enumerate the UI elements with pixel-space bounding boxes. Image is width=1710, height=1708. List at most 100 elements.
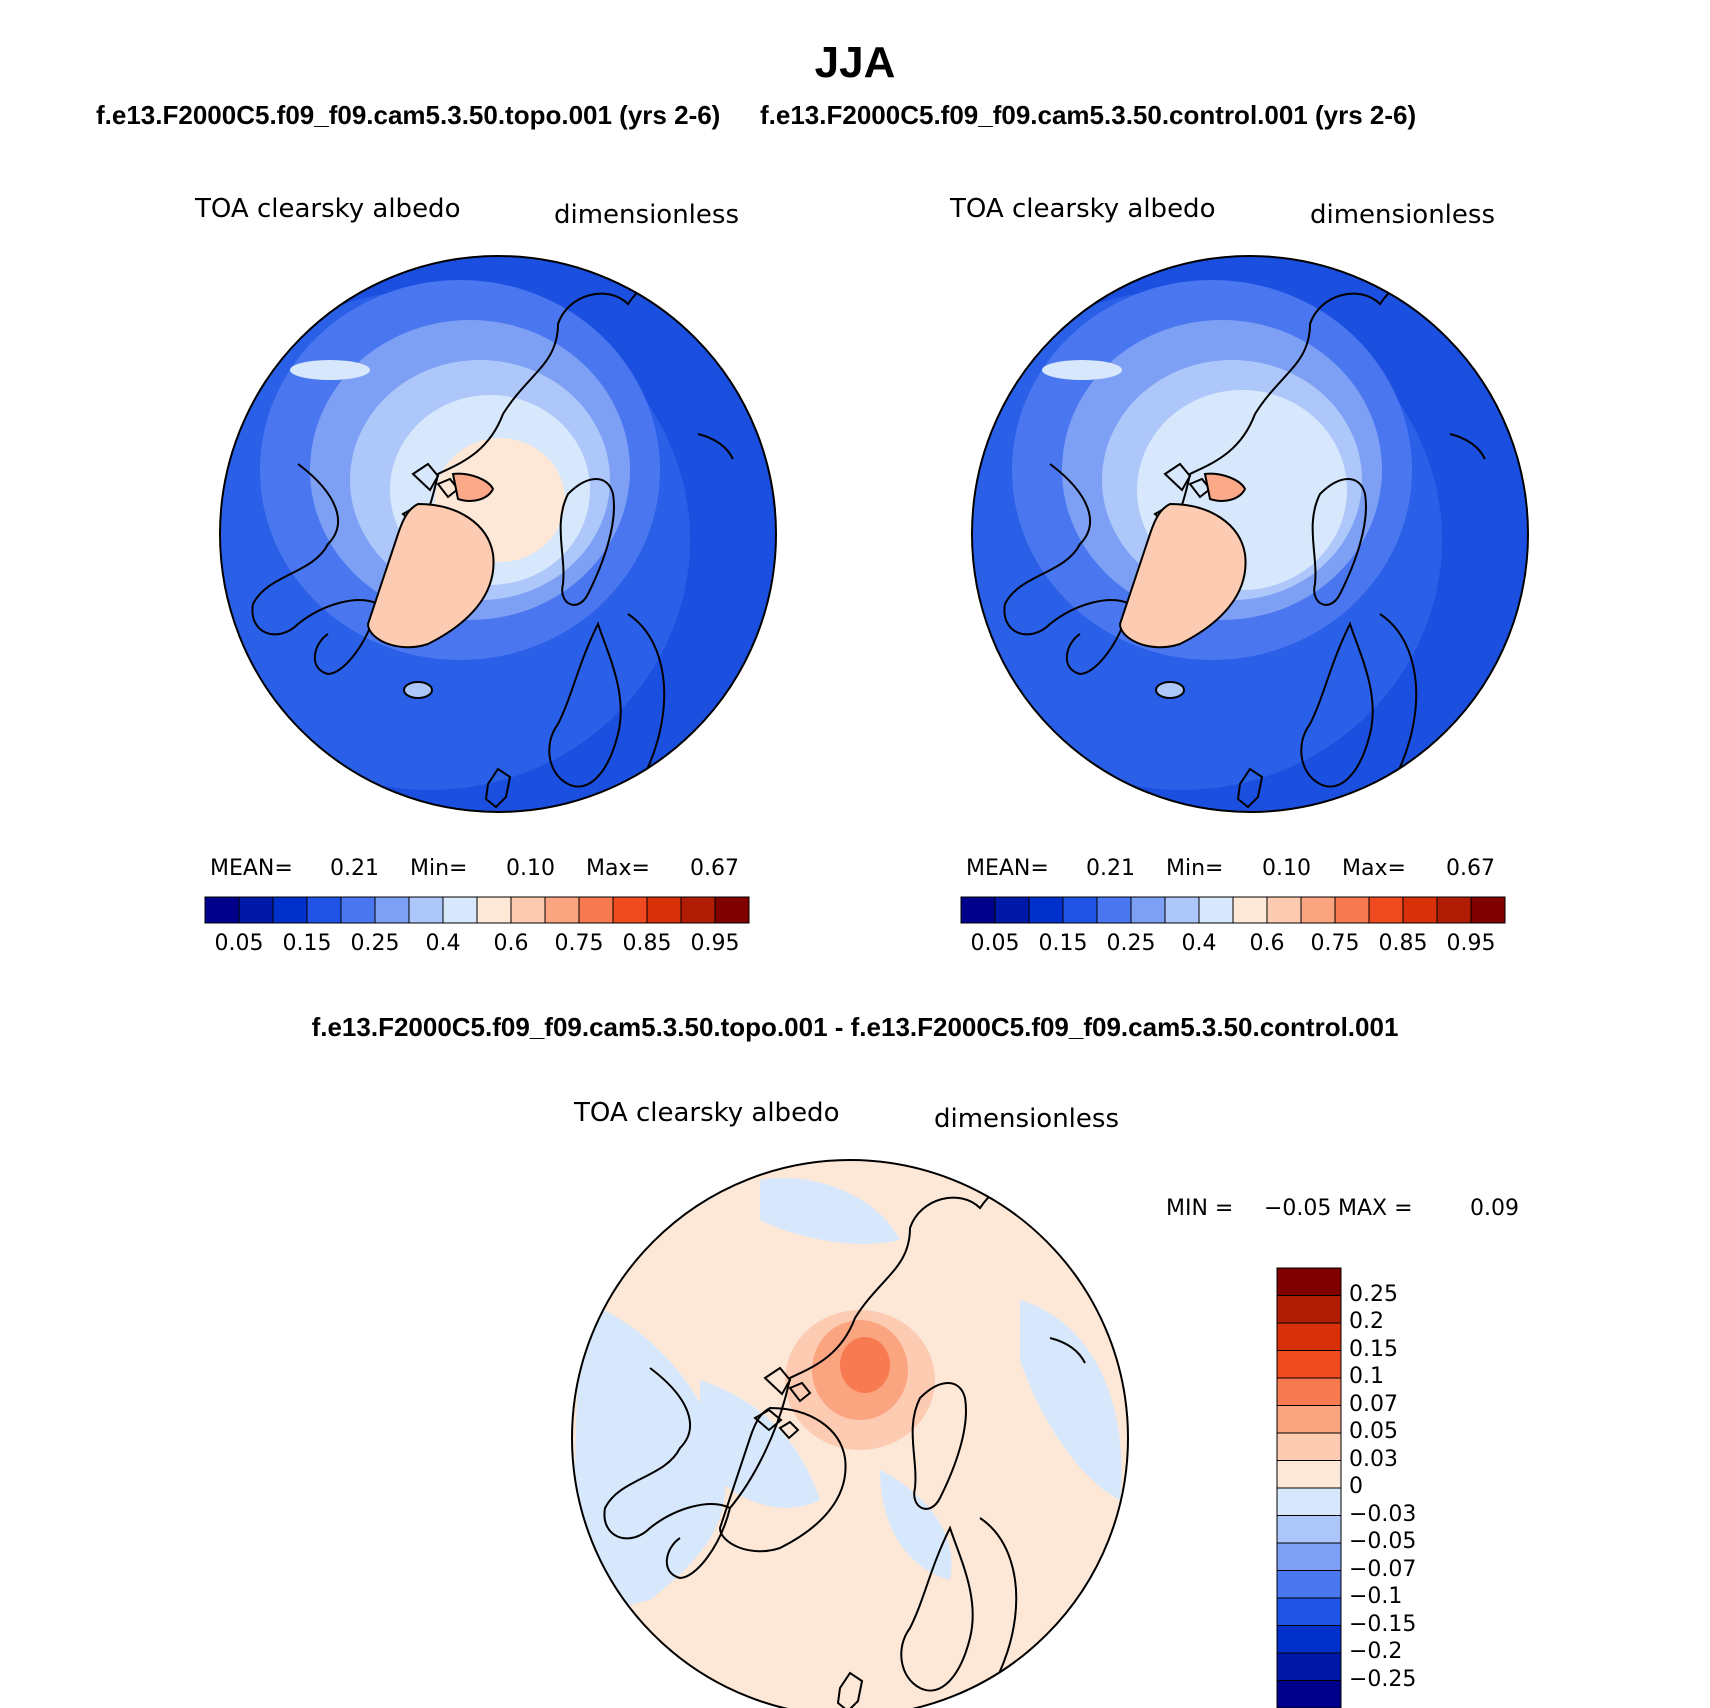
colorbar-diff-tick-label: −0.1: [1349, 1584, 1403, 1609]
colorbar-diff-swatch: [1276, 1350, 1342, 1379]
left-mean-label: MEAN=: [210, 856, 293, 881]
colorbar-right-swatch: [1368, 896, 1404, 924]
map-diff: [572, 1160, 1128, 1708]
colorbar-right-tick-label: 0.95: [1446, 931, 1496, 956]
diff-min-value: −0.05: [1264, 1196, 1332, 1221]
colorbar-right-tick-label: 0.75: [1310, 931, 1360, 956]
colorbar-diff-swatch: [1276, 1432, 1342, 1461]
map-left-border: [219, 255, 777, 813]
colorbar-diff-tick-label: −0.2: [1349, 1639, 1403, 1664]
map-right: [972, 256, 1528, 812]
colorbar-left-tick-label: 0.05: [214, 931, 264, 956]
colorbar-right-swatch: [1300, 896, 1336, 924]
colorbar-diff-tick-label: −0.03: [1349, 1501, 1417, 1527]
colorbar-diff-swatch: [1276, 1625, 1342, 1654]
colorbar-right-swatch: [1198, 896, 1234, 924]
left-mean-value: 0.21: [330, 856, 379, 881]
colorbar-left-swatch: [680, 896, 716, 924]
colorbar-left: [204, 896, 750, 924]
left-min-label: Min=: [410, 856, 468, 881]
colorbar-right-swatch: [960, 896, 996, 924]
colorbar-left-swatch: [510, 896, 546, 924]
right-mean-label: MEAN=: [966, 856, 1049, 881]
colorbar-left-tick-label: 0.6: [493, 931, 529, 956]
colorbar-left-swatch: [204, 896, 240, 924]
diff-max-value: 0.09: [1470, 1196, 1519, 1221]
panel-right-variable: TOA clearsky albedo: [950, 194, 1216, 224]
colorbar-left-swatch: [272, 896, 308, 924]
colorbar-right-swatch: [1232, 896, 1268, 924]
colorbar-right-swatch: [1062, 896, 1098, 924]
panel-left-units: dimensionless: [554, 200, 739, 230]
colorbar-left-swatch: [476, 896, 512, 924]
colorbar-right-swatch: [1028, 896, 1064, 924]
colorbar-diff-swatch: [1276, 1652, 1342, 1681]
colorbar-left-swatch: [340, 896, 376, 924]
colorbar-diff-swatch: [1276, 1267, 1342, 1296]
map-right-border: [971, 255, 1529, 813]
colorbar-diff-swatch: [1276, 1295, 1342, 1324]
panel-left-subtitle: f.e13.F2000C5.f09_f09.cam5.3.50.topo.001…: [96, 100, 721, 130]
colorbar-diff-swatch: [1276, 1377, 1342, 1406]
colorbar-right-swatch: [1334, 896, 1370, 924]
colorbar-right-swatch: [1402, 896, 1438, 924]
map-left: [220, 256, 776, 812]
colorbar-left-tick-label: 0.75: [554, 931, 604, 956]
colorbar-diff-tick-label: 0: [1349, 1474, 1363, 1499]
colorbar-right-tick-label: 0.25: [1106, 931, 1156, 956]
colorbar-diff-swatch: [1276, 1542, 1342, 1571]
right-min-value: 0.10: [1262, 856, 1311, 881]
diff-variable: TOA clearsky albedo: [574, 1098, 840, 1128]
colorbar-diff-tick-label: −0.15: [1349, 1611, 1417, 1637]
colorbar-diff-swatch: [1276, 1487, 1342, 1516]
colorbar-left-swatch: [544, 896, 580, 924]
colorbar-diff: [1276, 1267, 1342, 1708]
colorbar-diff-tick-label: 0.1: [1349, 1364, 1384, 1389]
colorbar-left-tick-label: 0.15: [282, 931, 332, 956]
colorbar-diff-tick-label: −0.25: [1349, 1666, 1417, 1692]
colorbar-diff-tick-label: 0.25: [1349, 1281, 1398, 1307]
colorbar-left-swatch: [374, 896, 410, 924]
colorbar-right: [960, 896, 1506, 924]
left-min-value: 0.10: [506, 856, 555, 881]
colorbar-left-swatch: [578, 896, 614, 924]
colorbar-left-swatch: [612, 896, 648, 924]
colorbar-right-tick-label: 0.85: [1378, 931, 1428, 956]
colorbar-left-swatch: [442, 896, 478, 924]
left-max-value: 0.67: [690, 856, 739, 881]
diff-min-label: MIN =: [1166, 1196, 1234, 1221]
colorbar-diff-tick-label: 0.07: [1349, 1391, 1398, 1417]
colorbar-diff-tick-label: 0.03: [1349, 1446, 1398, 1472]
colorbar-diff-swatch: [1276, 1322, 1342, 1351]
right-mean-value: 0.21: [1086, 856, 1135, 881]
colorbar-right-swatch: [1470, 896, 1506, 924]
panel-right-subtitle: f.e13.F2000C5.f09_f09.cam5.3.50.control.…: [760, 100, 1417, 130]
colorbar-diff-swatch: [1276, 1460, 1342, 1489]
colorbar-right-swatch: [994, 896, 1030, 924]
colorbar-right-tick-label: 0.6: [1249, 931, 1285, 956]
colorbar-diff-tick-label: 0.15: [1349, 1336, 1398, 1362]
colorbar-left-swatch: [408, 896, 444, 924]
diff-units: dimensionless: [934, 1104, 1119, 1134]
colorbar-diff-tick-label: 0.2: [1349, 1309, 1384, 1334]
colorbar-right-swatch: [1164, 896, 1200, 924]
colorbar-left-tick-label: 0.4: [425, 931, 461, 956]
colorbar-left-tick-label: 0.85: [622, 931, 672, 956]
colorbar-diff-tick-label: −0.05: [1349, 1529, 1417, 1554]
figure-title: JJA: [814, 38, 896, 87]
colorbar-left-swatch: [306, 896, 342, 924]
colorbar-right-tick-label: 0.15: [1038, 931, 1088, 956]
colorbar-left-swatch: [646, 896, 682, 924]
colorbar-left-tick-label: 0.25: [350, 931, 400, 956]
diff-subtitle: f.e13.F2000C5.f09_f09.cam5.3.50.topo.001…: [311, 1012, 1399, 1042]
map-diff-border: [571, 1159, 1129, 1708]
colorbar-diff-tick-label: −0.07: [1349, 1556, 1417, 1582]
colorbar-left-swatch: [238, 896, 274, 924]
panel-right-units: dimensionless: [1310, 200, 1495, 230]
colorbar-right-swatch: [1436, 896, 1472, 924]
colorbar-left-tick-label: 0.95: [690, 931, 740, 956]
colorbar-right-swatch: [1266, 896, 1302, 924]
colorbar-right-swatch: [1130, 896, 1166, 924]
colorbar-right-swatch: [1096, 896, 1132, 924]
